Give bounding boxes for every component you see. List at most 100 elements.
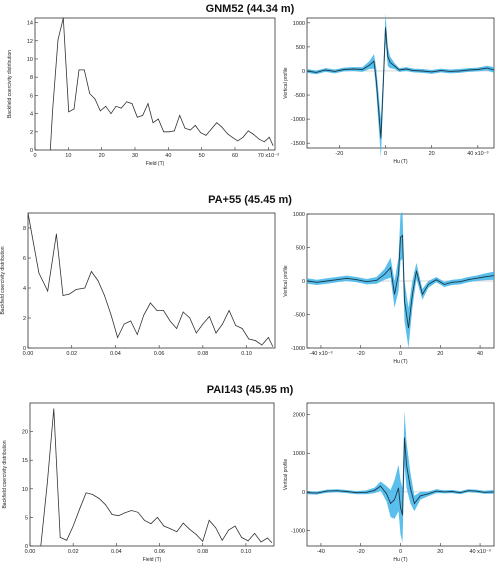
data-point [334, 71, 336, 72]
x-tick-label: -20 [357, 549, 365, 555]
data-point [170, 528, 171, 530]
x-tick-label: 0.02 [68, 549, 79, 555]
panel-title-1: GNM52 (44.34 m) [205, 3, 295, 15]
data-point [326, 280, 328, 282]
data-point [228, 310, 230, 311]
y-tick-label: 0 [302, 69, 305, 75]
data-point [202, 541, 204, 542]
data-point [53, 408, 55, 410]
data-point [248, 338, 250, 340]
data-point [120, 107, 122, 109]
data-point [105, 504, 106, 506]
data-point [118, 515, 119, 517]
x-tick-label: 0.06 [154, 549, 165, 555]
x-axis-label: Hu (T) [393, 557, 408, 563]
data-point [404, 300, 405, 302]
y-tick-label: 8 [30, 75, 33, 81]
data-point [189, 317, 191, 319]
data-point [89, 93, 91, 94]
y-tick-label: 2 [30, 130, 33, 136]
data-point [272, 346, 274, 347]
y-tick-label: 1000 [293, 451, 305, 457]
data-point [385, 27, 386, 28]
data-point [168, 131, 170, 133]
x-tick-label: -40 [317, 549, 325, 555]
data-point [247, 540, 249, 542]
data-point [366, 281, 368, 283]
y-tick-label: 500 [296, 45, 305, 51]
data-point [123, 323, 125, 325]
data-point [449, 71, 451, 72]
data-point [493, 491, 494, 493]
data-point [208, 519, 210, 521]
data-point [410, 487, 411, 489]
data-point [59, 537, 61, 538]
data-point [402, 235, 403, 236]
data-point [483, 276, 485, 278]
data-point [110, 314, 112, 316]
data-point [263, 141, 265, 143]
x-tick-label: 0.10 [241, 549, 252, 555]
data-point [69, 293, 70, 295]
data-point [184, 127, 186, 129]
data-point [493, 69, 494, 71]
data-point [126, 101, 128, 103]
x-tick-label: 0.04 [111, 549, 122, 555]
x-tick-label: 40 [477, 351, 483, 357]
x-tick-label: 20 [429, 151, 435, 157]
y-tick-label: -1000 [291, 529, 305, 535]
x-tick-label: 40 x10⁻³ [469, 549, 490, 555]
y-tick-label: 8 [23, 226, 26, 232]
data-point [209, 316, 210, 317]
y-tick-label: 5 [25, 515, 28, 521]
y-tick-label: 6 [23, 256, 26, 262]
data-point [150, 523, 152, 525]
data-point [242, 136, 244, 138]
series-line [307, 27, 494, 139]
data-point [336, 490, 338, 492]
uncertainty-band [307, 410, 494, 543]
data-point [272, 145, 274, 146]
x-tick-label: -40 x10⁻³ [309, 351, 332, 357]
data-point [97, 280, 99, 281]
data-point [163, 131, 165, 133]
data-point [28, 212, 29, 214]
plot-frame [29, 402, 275, 547]
chart-6: -40 -20 0 20 40 x10⁻³ -1000 0 1000 2000 Hu (T) Ver… [283, 402, 495, 563]
y-tick-label: -500 [294, 313, 305, 319]
data-point [254, 533, 255, 534]
y-tick-label: 10 [22, 487, 28, 493]
data-point [406, 464, 407, 466]
data-point [400, 507, 401, 508]
data-point [368, 64, 370, 66]
x-tick-label: 20 [437, 549, 443, 555]
data-point [195, 534, 197, 535]
data-point [221, 539, 223, 541]
data-point [205, 135, 207, 136]
x-tick-label: 0.08 [197, 549, 208, 555]
data-point [390, 503, 391, 504]
data-point [163, 310, 164, 311]
data-point [486, 67, 488, 69]
data-point [435, 490, 437, 492]
y-tick-label: -1000 [291, 346, 305, 352]
data-point [143, 314, 145, 316]
panel-title-3: PAI143 (45.95 m) [206, 384, 294, 396]
data-point [398, 69, 400, 71]
x-tick-label: 50 [199, 153, 205, 159]
data-point [493, 275, 494, 276]
chart-2: -20 0 20 40 x10⁻³ -1500 -1000 -500 0 500 1000 Hu (… [283, 13, 495, 165]
data-point [130, 320, 132, 322]
y-tick-label: 1000 [293, 212, 305, 218]
data-point [78, 69, 80, 71]
data-point [85, 492, 87, 494]
data-point [400, 237, 401, 238]
data-point [179, 115, 181, 116]
x-tick-label: 0 [399, 351, 402, 357]
data-point [163, 525, 165, 527]
data-point [94, 98, 96, 100]
data-point [169, 320, 171, 322]
data-point [380, 485, 381, 487]
y-tick-label: 0 [302, 279, 305, 285]
data-point [336, 279, 338, 281]
